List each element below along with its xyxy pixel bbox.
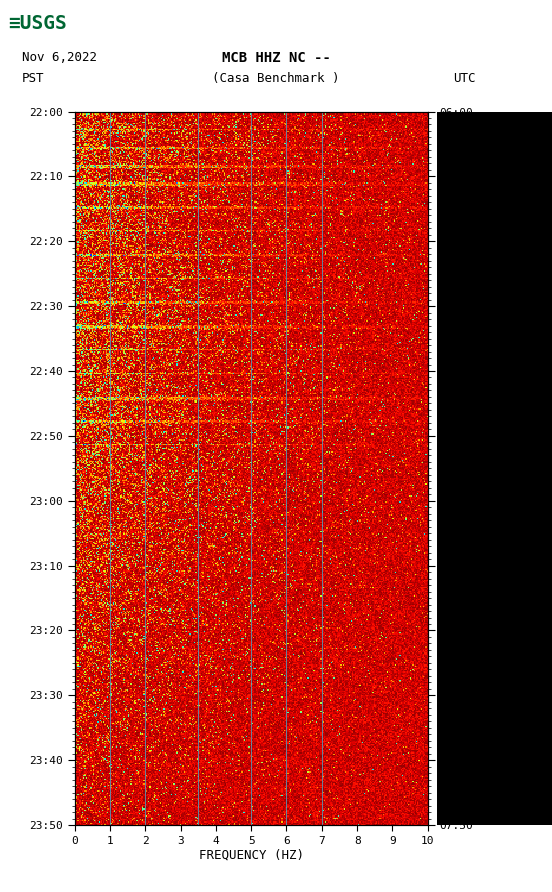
Text: PST: PST [22, 72, 45, 85]
X-axis label: FREQUENCY (HZ): FREQUENCY (HZ) [199, 848, 304, 862]
Text: (Casa Benchmark ): (Casa Benchmark ) [213, 72, 339, 85]
Text: UTC: UTC [453, 72, 475, 85]
Text: ≡USGS: ≡USGS [8, 13, 67, 33]
Text: Nov 6,2022: Nov 6,2022 [22, 52, 97, 64]
Text: MCB HHZ NC --: MCB HHZ NC -- [221, 51, 331, 65]
